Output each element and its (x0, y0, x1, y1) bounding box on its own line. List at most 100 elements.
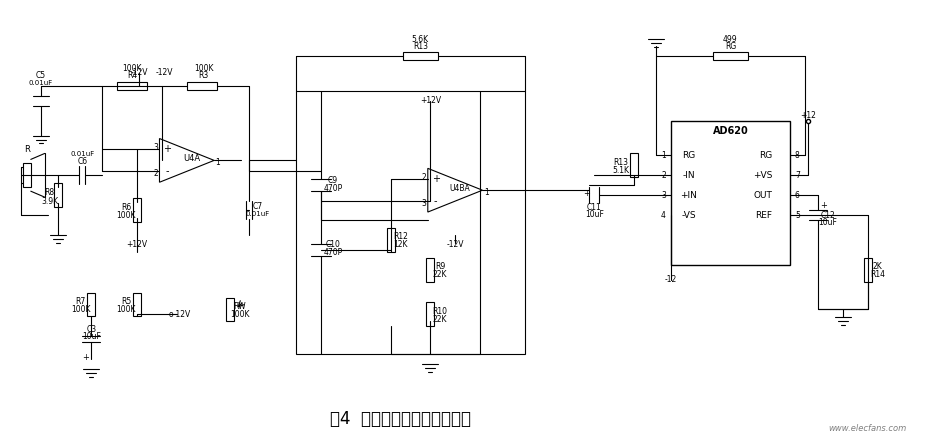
Text: 12K: 12K (393, 240, 408, 250)
Text: 1: 1 (484, 188, 489, 197)
Text: -IN: -IN (682, 171, 695, 180)
Text: C6: C6 (78, 157, 87, 166)
Bar (118, 82, 147, 90)
Text: 7: 7 (795, 171, 800, 180)
Bar (630, 154, 638, 177)
Text: C10: C10 (326, 240, 341, 250)
Text: 3.9K: 3.9K (41, 197, 58, 206)
Text: R4: R4 (127, 71, 138, 80)
Text: 0.01uF: 0.01uF (28, 80, 53, 86)
Text: 100K: 100K (230, 310, 250, 319)
Text: +: + (83, 353, 89, 362)
Text: 0.01uF: 0.01uF (70, 151, 95, 158)
Text: RG: RG (725, 42, 736, 51)
Text: 3: 3 (153, 143, 158, 152)
Bar (386, 228, 395, 252)
Text: +: + (163, 144, 172, 155)
Text: R8: R8 (45, 188, 55, 197)
Bar (54, 183, 62, 207)
Text: 100K: 100K (71, 305, 90, 314)
Text: 4: 4 (661, 210, 666, 219)
Text: AD620: AD620 (713, 126, 748, 135)
Text: R7: R7 (75, 297, 85, 306)
Text: 2: 2 (421, 173, 426, 182)
Text: +12V: +12V (126, 240, 148, 250)
Text: R3: R3 (198, 71, 209, 80)
Text: RG: RG (759, 151, 772, 160)
Bar (671, 121, 790, 265)
Text: 100K: 100K (117, 305, 136, 314)
Text: -12V: -12V (156, 68, 173, 77)
Text: 470P: 470P (324, 248, 343, 258)
Text: 499: 499 (723, 35, 737, 44)
Text: RW: RW (233, 302, 246, 311)
Text: +IN: +IN (680, 190, 698, 200)
Text: +12: +12 (800, 111, 816, 120)
Text: U4A: U4A (183, 154, 200, 163)
Text: 5: 5 (795, 210, 800, 219)
Text: R13: R13 (413, 42, 428, 51)
Text: R10: R10 (433, 307, 448, 316)
Text: R6: R6 (121, 202, 131, 212)
Bar (133, 198, 141, 222)
Text: 8: 8 (795, 151, 800, 160)
Bar (226, 297, 233, 321)
Bar (296, 91, 525, 354)
Text: -12V: -12V (130, 68, 148, 77)
Text: 3: 3 (661, 190, 666, 200)
Text: REF: REF (755, 210, 772, 219)
Bar (23, 163, 30, 187)
Text: RG: RG (682, 151, 696, 160)
Text: OUT: OUT (754, 190, 772, 200)
Text: C12: C12 (820, 210, 835, 219)
Text: 10uF: 10uF (818, 218, 837, 227)
Text: o-12V: o-12V (169, 310, 191, 319)
Text: C3: C3 (86, 325, 97, 334)
Text: 2: 2 (661, 171, 666, 180)
Text: 2K: 2K (872, 262, 883, 271)
Text: +: + (432, 174, 439, 184)
Text: +: + (583, 189, 589, 198)
Bar (87, 293, 96, 317)
Bar (713, 52, 748, 60)
Text: 100K: 100K (194, 64, 214, 73)
Text: +12V: +12V (419, 96, 441, 105)
Text: 0.01uF: 0.01uF (245, 211, 270, 217)
Text: C11: C11 (586, 202, 602, 212)
Bar (426, 258, 435, 281)
Text: www.elecfans.com: www.elecfans.com (828, 424, 906, 433)
Text: R: R (24, 145, 29, 154)
Text: 1: 1 (661, 151, 666, 160)
Text: 图4  放大电路与带通滤波电路: 图4 放大电路与带通滤波电路 (330, 410, 471, 428)
Text: R13: R13 (614, 158, 628, 167)
Text: C7: C7 (252, 202, 263, 210)
Bar (187, 82, 216, 90)
Text: R12: R12 (393, 232, 408, 242)
Text: 100K: 100K (117, 210, 136, 219)
Text: 2: 2 (153, 169, 158, 178)
Bar (133, 293, 141, 317)
Text: 3: 3 (421, 198, 426, 208)
Text: -12: -12 (664, 275, 677, 284)
Text: -12V: -12V (446, 240, 464, 250)
Text: -: - (434, 196, 437, 206)
Text: 5.6K: 5.6K (412, 35, 429, 44)
Text: 22K: 22K (433, 315, 448, 324)
Bar (403, 52, 437, 60)
Text: 22K: 22K (433, 270, 448, 279)
Text: -: - (166, 166, 169, 176)
Text: C9: C9 (327, 176, 338, 185)
Text: U4BA: U4BA (450, 184, 471, 193)
Text: 5.1K: 5.1K (612, 166, 629, 175)
Text: 6: 6 (795, 190, 800, 200)
Bar (864, 258, 871, 281)
Text: +: + (820, 201, 827, 210)
Text: R9: R9 (435, 262, 445, 271)
Text: R14: R14 (870, 270, 885, 279)
Text: R5: R5 (121, 297, 131, 306)
Text: 10uF: 10uF (585, 210, 604, 218)
Text: 100K: 100K (122, 64, 142, 73)
Text: +VS: +VS (753, 171, 772, 180)
Text: -VS: -VS (681, 210, 696, 219)
Text: C5: C5 (36, 71, 46, 80)
